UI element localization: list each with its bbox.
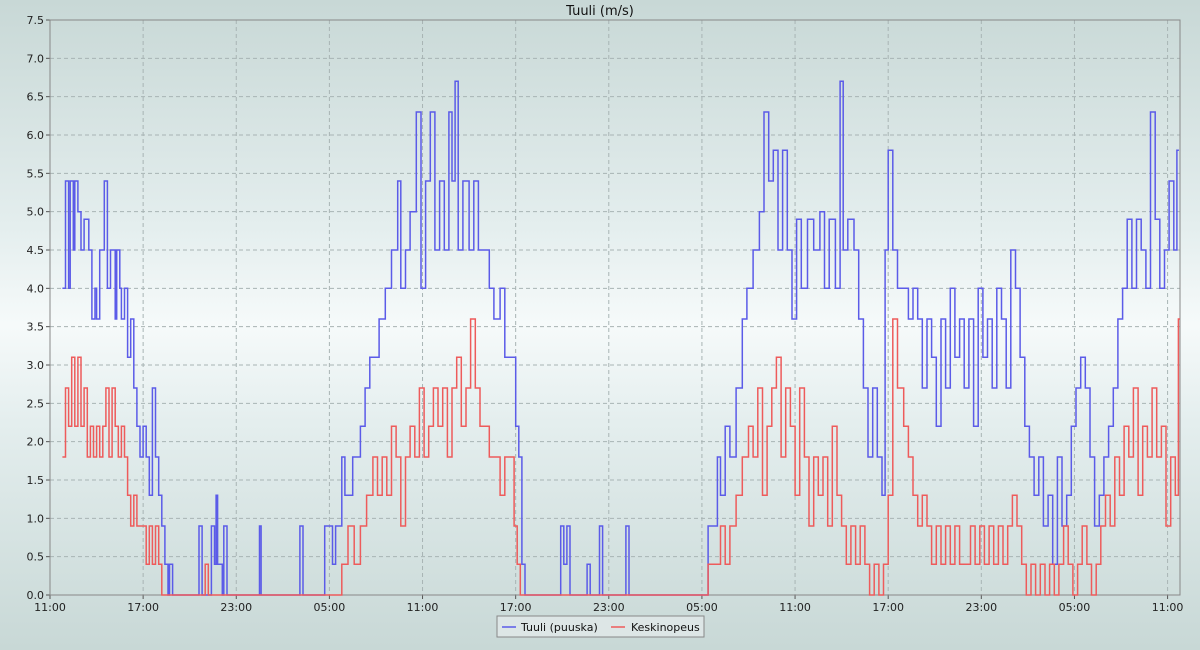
x-tick-label: 11:00 <box>779 601 811 614</box>
y-tick-label: 5.5 <box>27 167 45 180</box>
x-tick-label: 23:00 <box>593 601 625 614</box>
y-tick-label: 3.5 <box>27 321 45 334</box>
legend-label-keskinopeus: Keskinopeus <box>631 621 700 634</box>
x-tick-label: 17:00 <box>872 601 904 614</box>
y-tick-label: 4.5 <box>27 244 45 257</box>
series-line-keskinopeus <box>62 318 1180 596</box>
y-tick-label: 1.5 <box>27 474 45 487</box>
y-tick-label: 1.0 <box>27 512 45 525</box>
x-tick-label: 05:00 <box>1059 601 1091 614</box>
series-lines <box>62 80 1180 596</box>
x-tick-label: 11:00 <box>407 601 439 614</box>
chart-title: Tuuli (m/s) <box>565 4 634 19</box>
x-tick-label: 17:00 <box>127 601 159 614</box>
x-tick-label: 17:00 <box>500 601 532 614</box>
y-tick-label: 7.5 <box>27 14 45 27</box>
y-tick-label: 0.5 <box>27 551 45 564</box>
legend: Tuuli (puuska) Keskinopeus <box>496 615 705 638</box>
x-tick-label: 05:00 <box>686 601 718 614</box>
series-line-tuuli-puuska <box>62 80 1179 596</box>
y-tick-label: 4.0 <box>27 282 45 295</box>
x-tick-label: 11:00 <box>1152 601 1184 614</box>
x-tick-label: 11:00 <box>34 601 66 614</box>
y-axis: 0.0 0.5 1.0 1.5 2.0 2.5 3.0 3.5 4.0 4.5 5.0 5.5 6.0 6… <box>27 14 50 602</box>
y-tick-label: 2.0 <box>27 436 45 449</box>
y-tick-label: 2.5 <box>27 397 45 410</box>
legend-label-tuuli-puuska: Tuuli (puuska) <box>520 621 598 634</box>
x-tick-label: 23:00 <box>965 601 997 614</box>
legend-box <box>496 615 705 638</box>
y-tick-label: 6.0 <box>27 129 45 142</box>
y-tick-label: 5.0 <box>27 206 45 219</box>
y-tick-label: 7.0 <box>27 52 45 65</box>
x-tick-label: 05:00 <box>314 601 346 614</box>
x-tick-label: 23:00 <box>220 601 252 614</box>
y-tick-label: 3.0 <box>27 359 45 372</box>
y-tick-label: 0.0 <box>27 589 45 602</box>
y-tick-label: 6.5 <box>27 91 45 104</box>
x-axis: 11:00 17:00 23:00 05:00 11:00 17:00 23:00 05:00… <box>34 595 1183 614</box>
